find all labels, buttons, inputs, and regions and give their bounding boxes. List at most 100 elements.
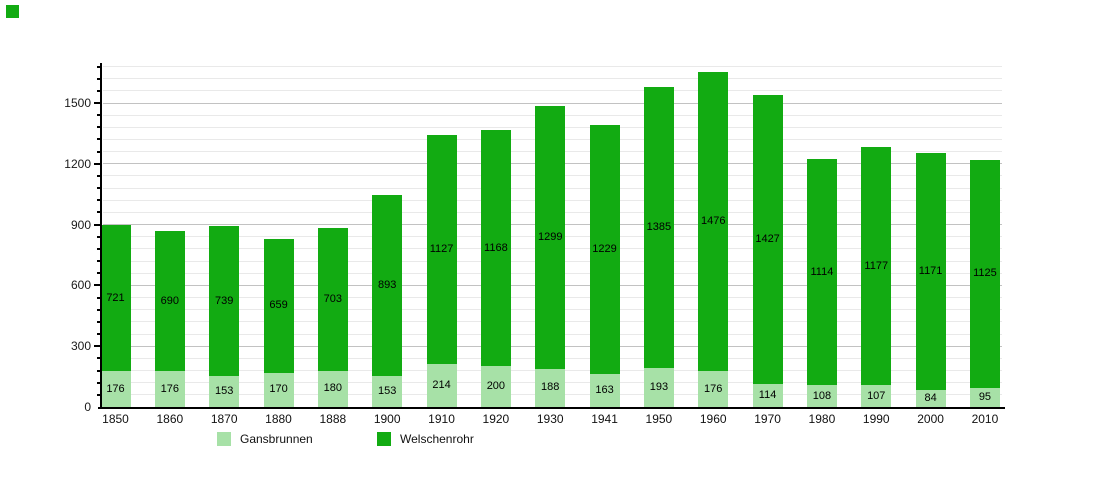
y-tick-minor	[97, 308, 101, 311]
y-tick-minor	[97, 247, 101, 250]
bar-value-label-gansbrunnen: 114	[758, 388, 777, 401]
bar-value-label-gansbrunnen: 214	[432, 378, 451, 391]
bar-value-label-gansbrunnen: 188	[541, 381, 560, 394]
y-tick-major	[94, 102, 101, 104]
x-axis-label: 1920	[482, 412, 510, 426]
bar-segment-gansbrunnen	[154, 371, 185, 407]
bar-value-label-gansbrunnen: 170	[269, 383, 288, 396]
y-tick-minor	[97, 381, 101, 384]
y-tick-minor	[97, 138, 101, 141]
bar-value-label-welschenrohr: 690	[160, 294, 179, 307]
bar-segment-gansbrunnen	[643, 367, 674, 407]
bar-value-label-welschenrohr: 1168	[484, 241, 508, 254]
bar-segment-welschenrohr	[317, 228, 348, 371]
legend-label-welschenrohr: Welschenrohr	[400, 432, 474, 446]
bar-value-label-welschenrohr: 1125	[973, 267, 997, 280]
y-axis-label: 600	[70, 278, 91, 293]
bar-segment-welschenrohr	[480, 129, 511, 367]
y-tick-minor	[97, 150, 101, 153]
y-tick-minor	[97, 65, 101, 68]
bar-value-label-gansbrunnen: 193	[649, 380, 669, 393]
bar-segment-gansbrunnen	[861, 385, 892, 407]
x-axis-label: 1880	[265, 412, 292, 426]
bar-segment-welschenrohr	[752, 94, 783, 384]
bar-segment-gansbrunnen	[806, 385, 837, 407]
y-tick-minor	[97, 187, 101, 190]
y-tick-minor	[97, 199, 101, 202]
y-tick-minor	[97, 357, 101, 360]
legend-swatch-welschenrohr-icon	[377, 432, 391, 446]
y-tick-minor	[97, 260, 101, 263]
bar-segment-gansbrunnen	[372, 375, 403, 407]
bar-segment-gansbrunnen	[969, 387, 1000, 407]
bar-value-label-gansbrunnen: 153	[214, 384, 234, 397]
bar-segment-welschenrohr	[861, 146, 892, 386]
bar-value-label-welschenrohr: 1114	[810, 265, 834, 278]
bar-value-label-gansbrunnen: 153	[378, 384, 397, 397]
gridline-minor	[103, 66, 1002, 68]
y-tick-minor	[97, 114, 101, 117]
bar-segment-gansbrunnen	[100, 371, 131, 407]
x-axis-label: 1888	[319, 412, 347, 426]
x-axis-label: 2010	[971, 412, 999, 426]
bar-segment-gansbrunnen	[915, 389, 946, 407]
y-tick-major	[94, 284, 101, 287]
bar-value-label-gansbrunnen: 163	[595, 383, 614, 396]
y-axis-label: 1200	[64, 156, 91, 171]
y-tick-minor	[97, 333, 101, 336]
y-tick-minor	[97, 77, 101, 80]
y-tick-minor	[97, 174, 101, 177]
bar-segment-welschenrohr	[915, 152, 946, 390]
bar-value-label-welschenrohr: 1385	[646, 221, 672, 234]
bar-segment-gansbrunnen	[480, 366, 511, 407]
x-axis-label: 1910	[428, 412, 455, 426]
x-axis-label: 1970	[754, 412, 781, 426]
bar-value-label-gansbrunnen: 180	[323, 382, 343, 395]
bar-segment-welschenrohr	[643, 87, 674, 368]
bar-value-label-gansbrunnen: 84	[924, 391, 937, 404]
bar-value-label-welschenrohr: 739	[214, 294, 234, 307]
y-tick-minor	[97, 126, 101, 129]
x-axis-label: 1850	[102, 412, 129, 426]
bar-segment-welschenrohr	[969, 159, 1000, 388]
bar-segment-gansbrunnen	[317, 370, 348, 407]
x-axis-label: 1870	[210, 412, 238, 426]
x-axis-label: 1960	[699, 412, 727, 426]
bar-value-label-welschenrohr: 1427	[755, 232, 780, 245]
x-axis-label: 1950	[645, 412, 673, 426]
y-tick-minor	[97, 296, 101, 299]
bar-segment-gansbrunnen	[589, 373, 620, 407]
x-axis-label: 1860	[156, 412, 184, 426]
y-axis-line	[100, 62, 102, 409]
gridline-minor	[103, 78, 1002, 80]
bar-value-label-gansbrunnen: 200	[486, 380, 506, 393]
bar-segment-welschenrohr	[589, 124, 620, 374]
y-tick-minor	[97, 320, 101, 323]
bar-value-label-welschenrohr: 1229	[592, 242, 617, 255]
bar-segment-gansbrunnen	[426, 363, 457, 407]
bar-segment-gansbrunnen	[535, 368, 566, 407]
bar-segment-welschenrohr	[263, 238, 294, 373]
bar-value-label-gansbrunnen: 176	[160, 382, 179, 395]
y-tick-minor	[97, 369, 101, 372]
gridline-minor	[103, 90, 1002, 92]
y-axis-label: 0	[84, 400, 91, 414]
bar-value-label-gansbrunnen: 176	[106, 382, 125, 395]
bar-value-label-gansbrunnen: 107	[867, 389, 886, 402]
bar-value-label-welschenrohr: 1476	[700, 215, 726, 228]
y-tick-major	[94, 223, 101, 226]
x-axis-label: 1980	[808, 412, 836, 426]
corner-color-swatch-icon	[6, 5, 19, 18]
bar-segment-welschenrohr	[426, 135, 457, 364]
x-axis-label: 2000	[917, 412, 944, 426]
bar-value-label-welschenrohr: 1177	[864, 259, 889, 272]
bar-value-label-gansbrunnen: 108	[812, 389, 832, 402]
bar-segment-gansbrunnen	[698, 371, 729, 407]
bar-segment-welschenrohr	[372, 195, 403, 376]
bar-segment-welschenrohr	[535, 105, 566, 369]
bar-value-label-welschenrohr: 659	[269, 299, 288, 312]
bar-segment-welschenrohr	[698, 72, 729, 372]
bar-value-label-welschenrohr: 893	[378, 279, 397, 291]
